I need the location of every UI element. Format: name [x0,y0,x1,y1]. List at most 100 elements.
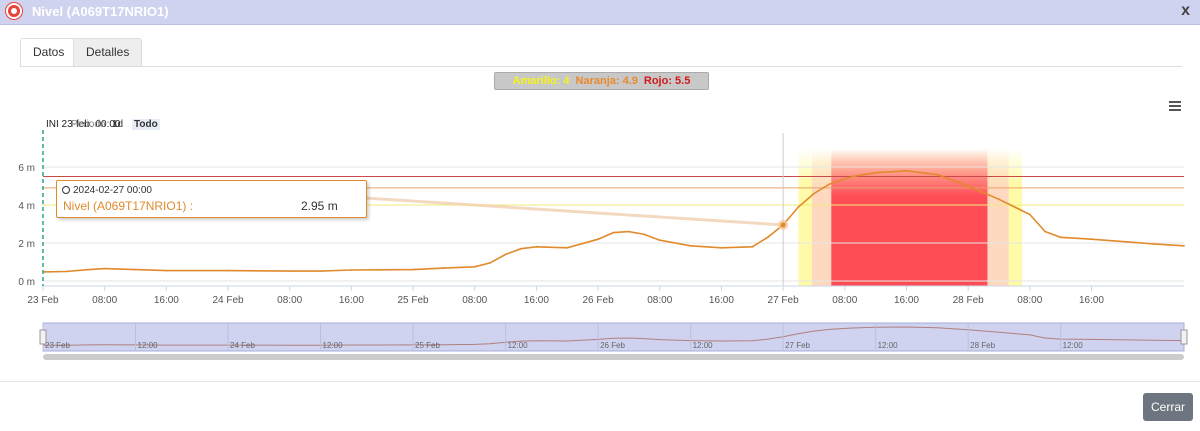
series-point [412,268,414,271]
x-tick-label: 16:00 [894,295,919,306]
y-tick-label: 6 m [18,163,35,174]
series-point [874,171,877,174]
series-point [535,245,538,248]
x-tick-label: 27 Feb [768,295,800,306]
series-point [1183,244,1185,247]
series-point [350,269,353,271]
navigator-label: 12:00 [1063,341,1084,350]
range-label-periodo: Periodo [71,119,106,130]
navigator-handle-right[interactable] [1180,329,1188,345]
navigator-label: 12:00 [138,341,159,350]
threshold-band-rojo [831,149,988,286]
series-point [520,247,522,250]
chart-menu-icon[interactable] [1169,101,1181,111]
navigator-label: 23 Feb [45,341,70,350]
tooltip-series-name: Nivel (A069T17NRIO1) : [63,199,194,213]
range-button-todo[interactable]: Todo [132,119,160,130]
x-tick-label: 08:00 [832,295,857,306]
x-tick-label: 28 Feb [953,295,985,306]
navigator-scrollbar[interactable] [43,354,1184,360]
navigator-label: 12:00 [323,341,344,350]
data-tooltip: 2024-02-27 00:00 Nivel (A069T17NRIO1) : … [56,180,367,218]
series-point [905,169,908,172]
legend-naranja: Naranja: 4.9 [575,75,638,87]
series-point [597,238,599,241]
close-icon[interactable]: x [1181,2,1190,19]
x-tick-label: 23 Feb [27,295,59,306]
hover-point [780,222,786,228]
footer-divider [0,381,1200,382]
navigator-label: 24 Feb [230,341,255,350]
cerrar-button[interactable]: Cerrar [1143,393,1193,421]
navigator-label: 12:00 [508,341,529,350]
series-point [489,262,491,264]
series-point [967,185,969,187]
series-point [473,265,476,268]
series-point [504,253,507,256]
clock-icon [62,186,70,194]
series-point [751,245,754,248]
series-point [766,236,769,239]
legend-rojo: Rojo: 5.5 [643,75,691,87]
series-point [998,198,1000,201]
thresholds-legend: Amarillo: 4 Naranja: 4.9 Rojo: 5.5 [494,72,709,90]
tooltip-date: 2024-02-27 00:00 [73,185,152,196]
x-tick-label: 08:00 [647,295,672,306]
navigator-label: 27 Feb [785,341,810,350]
series-point [643,233,646,236]
tooltip-value: 2.95 m [301,199,338,213]
navigator-label: 12:00 [693,341,714,350]
window-titlebar: Nivel (A069T17NRIO1) x [0,0,1200,25]
y-tick-label: 2 m [18,239,35,250]
range-button-1d[interactable]: 1d [112,119,124,130]
navigator-handle-left[interactable] [39,329,47,345]
navigator-label: 25 Feb [415,341,440,350]
x-tick-label: 16:00 [1079,295,1104,306]
navigator-label: 12:00 [878,341,899,350]
series-point [828,183,831,186]
series-point [319,270,322,272]
navigator-range [42,322,1185,352]
tab-divider [20,66,1182,67]
series-point [165,269,168,272]
series-point [1044,230,1047,233]
tab-detalles[interactable]: Detalles [73,38,143,66]
series-point [612,231,615,234]
series-point [813,192,815,195]
series-point [227,269,229,272]
series-point [88,268,91,271]
ini-marker-label: INI 23-feb. 00:00 [46,119,121,130]
x-tick-label: 26 Feb [583,295,615,306]
series-point [103,267,106,270]
series-point [689,244,692,247]
chart-area: 0 m 2 m 4 m 6 m 23 Feb 08:00 16:00 24 Feb 08:00 1… [18,130,1188,360]
series-point [1152,243,1155,245]
x-tick-label: 16:00 [339,295,364,306]
series-point [288,270,291,272]
y-tick-label: 0 m [18,277,35,288]
x-tick-label: 24 Feb [212,295,244,306]
navigator-label: 26 Feb [600,341,625,350]
x-tick-label: 16:00 [524,295,549,306]
series-point [1090,238,1093,241]
x-tick-label: 25 Feb [397,295,429,306]
series-point [797,206,800,208]
y-tick-label: 4 m [18,201,35,212]
x-tick-label: 08:00 [1017,295,1042,306]
series-point [134,268,137,271]
x-tick-label: 16:00 [709,295,734,306]
series-point [443,267,445,269]
series-point [1059,236,1062,239]
series-point [628,230,630,233]
x-tick-label: 08:00 [92,295,117,306]
series-point [1028,213,1031,216]
series-point [720,246,723,249]
series-point [851,175,854,178]
series-point [936,173,939,176]
x-tick-label: 08:00 [462,295,487,306]
legend-amarillo: Amarillo: 4 [512,75,570,87]
tooltip-connector [364,196,784,227]
x-tick-label: 16:00 [154,295,179,306]
x-tick-label: 08:00 [277,295,302,306]
navigator-label: 28 Feb [970,341,995,350]
